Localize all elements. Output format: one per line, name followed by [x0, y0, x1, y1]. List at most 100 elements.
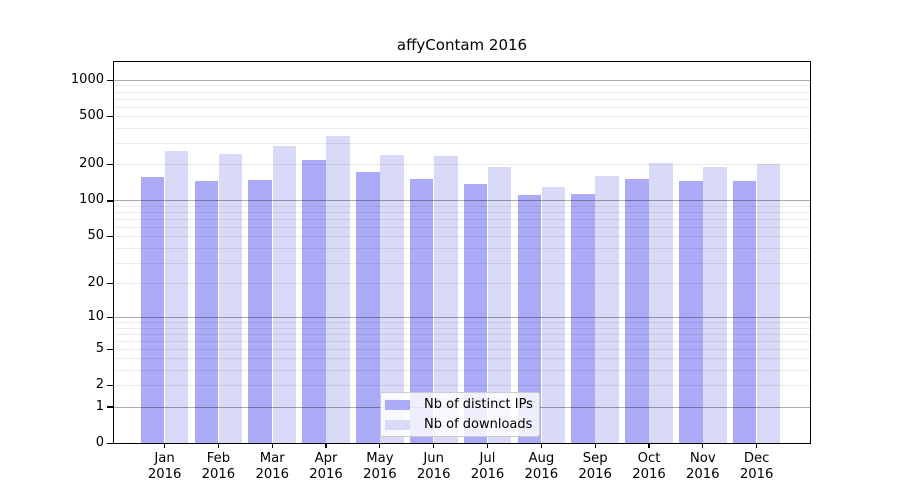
- y-tick-label-200: 200: [79, 156, 104, 172]
- bar-ips-jan: [140, 177, 165, 444]
- legend: Nb of distinct IPs Nb of downloads: [380, 392, 540, 437]
- x-tick-label-jan: Jan 2016: [147, 451, 182, 482]
- gridline-10: [113, 316, 811, 318]
- gridline-5: [113, 348, 811, 350]
- x-tick-label-jun: Jun 2016: [416, 451, 451, 482]
- plot-frame: [113, 61, 811, 444]
- gridline-2: [113, 385, 811, 387]
- y-tick-500: [107, 116, 113, 118]
- gridline-500: [113, 116, 811, 118]
- bar-downloads-aug: [541, 187, 566, 444]
- y-tick-label-20: 20: [87, 275, 104, 290]
- x-tick-label-may: May 2016: [363, 451, 397, 482]
- gridline-4: [113, 358, 811, 360]
- gridline-200: [113, 164, 811, 166]
- gridline-6: [113, 340, 811, 342]
- gridline-80: [113, 212, 811, 214]
- x-tick-label-aug: Aug 2016: [524, 451, 559, 482]
- y-tick-200: [107, 164, 113, 166]
- x-tick-may: [379, 444, 381, 448]
- bar-ips-mar: [248, 179, 272, 444]
- gridline-1000: [113, 79, 811, 81]
- y-tick-100: [107, 200, 113, 202]
- y-tick-label-50: 50: [87, 228, 104, 244]
- gridline-90: [113, 205, 811, 207]
- gridline-400: [113, 128, 811, 130]
- y-tick-label-5: 5: [95, 340, 104, 356]
- x-tick-jan: [164, 444, 166, 448]
- bar-downloads-dec: [756, 163, 781, 444]
- y-tick-label-0: 0: [95, 435, 104, 450]
- gridline-8: [113, 327, 811, 329]
- legend-swatch-downloads: [385, 419, 410, 430]
- x-tick-aug: [540, 444, 542, 448]
- legend-label-downloads: Nb of downloads: [424, 417, 533, 432]
- y-tick-0: [107, 442, 113, 445]
- x-tick-dec: [756, 444, 758, 448]
- gridline-50: [113, 236, 811, 238]
- gridline-600: [113, 106, 811, 108]
- bar-downloads-sep: [595, 175, 619, 444]
- bar-downloads-apr: [326, 135, 350, 444]
- y-tick-label-100: 100: [79, 192, 104, 208]
- bar-downloads-oct: [649, 162, 673, 444]
- gridline-9: [113, 322, 811, 323]
- bar-ips-oct: [625, 179, 649, 444]
- x-tick-apr: [325, 444, 327, 448]
- x-tick-sep: [594, 444, 596, 448]
- gridline-7: [113, 333, 811, 335]
- bar-ips-dec: [732, 180, 757, 444]
- chart-title: affyContam 2016: [396, 36, 528, 54]
- gridline-30: [113, 262, 811, 264]
- bar-ips-apr: [302, 159, 326, 444]
- x-tick-mar: [271, 444, 273, 448]
- x-tick-label-oct: Oct 2016: [632, 451, 666, 482]
- y-tick-label-1: 1: [95, 398, 104, 414]
- legend-item-downloads: Nb of downloads: [385, 416, 535, 433]
- bar-downloads-mar: [272, 145, 297, 444]
- x-tick-feb: [217, 444, 219, 448]
- x-tick-jul: [486, 444, 489, 448]
- bar-ips-may: [356, 172, 380, 444]
- x-tick-label-apr: Apr 2016: [309, 451, 343, 482]
- gridline-300: [113, 143, 811, 145]
- bar-ips-aug: [517, 195, 542, 444]
- x-tick-jun: [433, 444, 435, 448]
- x-tick-label-mar: Mar 2016: [255, 451, 290, 482]
- y-tick-1: [107, 406, 113, 408]
- y-tick-2: [107, 385, 113, 387]
- gridline-900: [113, 85, 811, 87]
- gridline-20: [113, 283, 811, 284]
- gridline-100: [113, 200, 811, 202]
- gridline-70: [113, 218, 811, 220]
- y-tick-5: [107, 348, 113, 350]
- x-tick-label-sep: Sep 2016: [578, 451, 612, 482]
- y-tick-label-1000: 1000: [70, 71, 104, 87]
- y-tick-label-2: 2: [95, 377, 104, 393]
- y-tick-label-500: 500: [79, 108, 104, 124]
- legend-item-distinct-ips: Nb of distinct IPs: [385, 396, 535, 413]
- x-tick-nov: [702, 444, 704, 448]
- bar-downloads-nov: [703, 167, 727, 444]
- gridline-60: [113, 226, 811, 228]
- y-tick-10: [107, 316, 113, 319]
- bar-downloads-jan: [164, 150, 189, 444]
- y-tick-50: [107, 236, 113, 238]
- y-tick-20: [107, 282, 113, 285]
- y-tick-1000: [107, 79, 113, 82]
- bar-downloads-jul: [487, 166, 512, 444]
- bar-downloads-may: [380, 154, 404, 444]
- bar-ips-nov: [679, 180, 703, 444]
- x-tick-label-feb: Feb 2016: [201, 451, 236, 482]
- gridline-3: [113, 370, 811, 372]
- bar-ips-feb: [194, 181, 219, 444]
- gridline-700: [113, 98, 811, 100]
- bar-ips-jul: [463, 183, 488, 444]
- x-tick-label-nov: Nov 2016: [686, 451, 720, 482]
- x-tick-label-jul: Jul 2016: [470, 451, 505, 482]
- legend-swatch-distinct-ips: [385, 399, 410, 410]
- bar-ips-jun: [409, 179, 434, 444]
- legend-label-distinct-ips: Nb of distinct IPs: [424, 397, 533, 412]
- bar-downloads-jun: [434, 155, 458, 444]
